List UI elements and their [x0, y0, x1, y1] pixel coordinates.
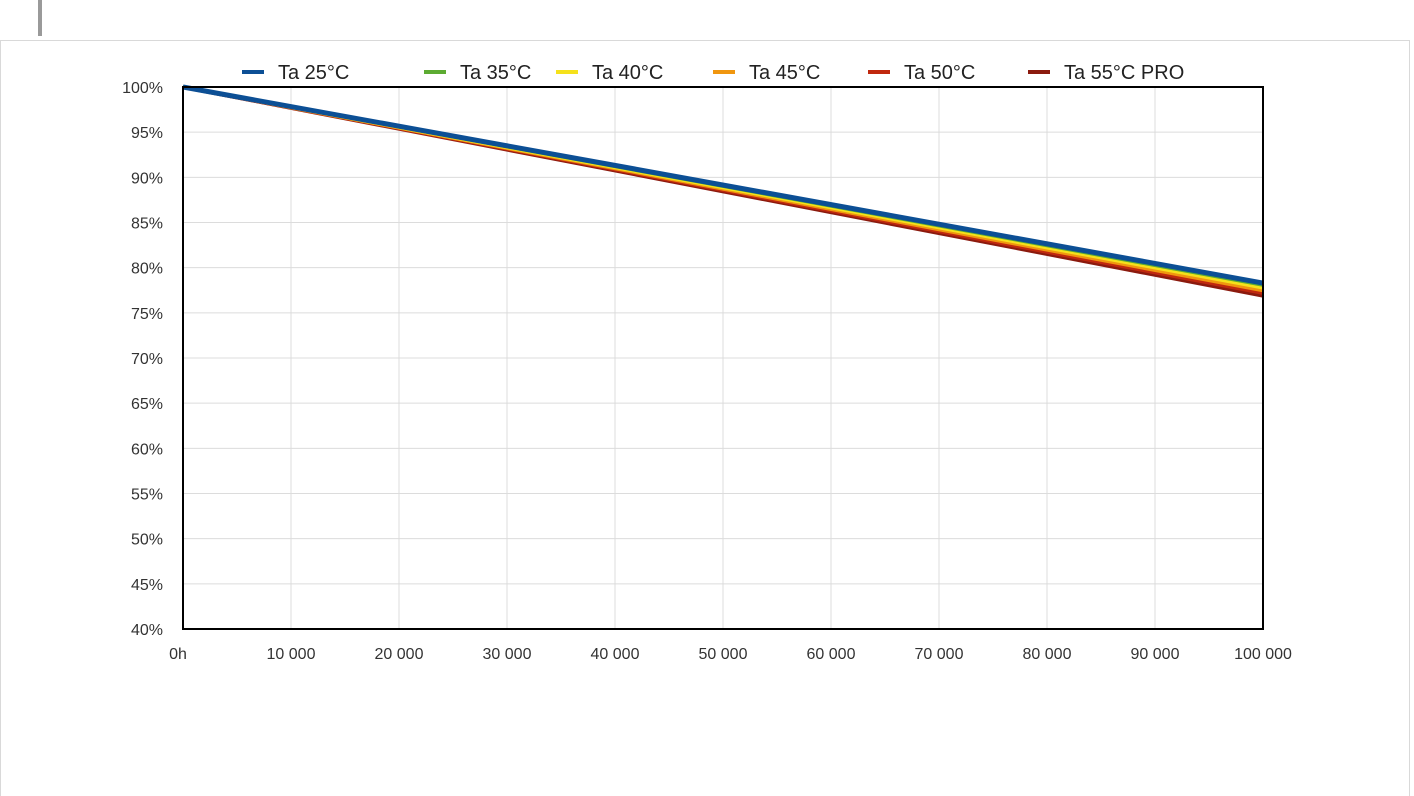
legend-label: Ta 50°C [904, 62, 975, 84]
y-tick-label: 85% [131, 216, 163, 233]
series-line-5 [182, 84, 1264, 286]
chart-frame [0, 40, 1410, 796]
x-tick-label: 30 000 [483, 646, 532, 663]
x-tick-label: 90 000 [1131, 646, 1180, 663]
x-tick-label: 80 000 [1023, 646, 1072, 663]
y-tick-label: 100% [122, 80, 163, 97]
y-tick-label: 90% [131, 170, 163, 187]
top-marker [38, 0, 42, 36]
y-tick-label: 70% [131, 351, 163, 368]
x-tick-label: 100 000 [1234, 646, 1292, 663]
axis-layer: 40% 45% 50% 55% 60% 65% 70% 75% 80% 85% 90% 95% 100%… [122, 80, 1292, 663]
x-tick-label: 10 000 [267, 646, 316, 663]
legend-label: Ta 45°C [749, 62, 820, 84]
series-layer [182, 84, 1264, 298]
legend-label: Ta 25°C [278, 62, 349, 84]
y-tick-label: 95% [131, 125, 163, 142]
y-tick-label: 65% [131, 396, 163, 413]
legend-label: Ta 40°C [592, 62, 663, 84]
legend-label: Ta 35°C [460, 62, 531, 84]
y-tick-label: 40% [131, 622, 163, 639]
x-tick-label: 70 000 [915, 646, 964, 663]
x-tick-label: 0h [169, 646, 187, 663]
grid-layer [182, 86, 1264, 630]
y-tick-label: 60% [131, 441, 163, 458]
x-tick-label: 20 000 [375, 646, 424, 663]
x-tick-label: 40 000 [591, 646, 640, 663]
y-tick-label: 45% [131, 577, 163, 594]
y-tick-label: 80% [131, 261, 163, 278]
y-tick-label: 75% [131, 306, 163, 323]
legend-label: Ta 55°C PRO [1064, 62, 1184, 84]
x-tick-label: 50 000 [699, 646, 748, 663]
x-tick-label: 60 000 [807, 646, 856, 663]
legend: Ta 25°C Ta 35°C Ta 40°C Ta 45°C Ta 50°C Ta 55… [242, 62, 1184, 84]
y-tick-label: 55% [131, 487, 163, 504]
plot-area-border [182, 86, 1264, 630]
y-tick-label: 50% [131, 532, 163, 549]
